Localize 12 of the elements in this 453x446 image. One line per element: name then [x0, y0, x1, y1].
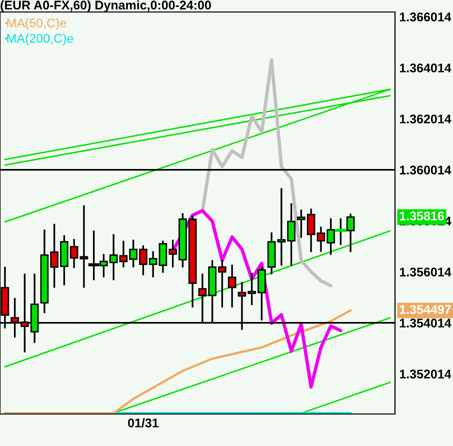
y-tick-label: 1.352014: [400, 370, 452, 379]
legend-label: MA(50,C)e: [7, 18, 66, 30]
y-tick-label: 1.364014: [400, 64, 452, 72]
y-tick-label: 1.362014: [400, 114, 452, 124]
x-tick-label: 01/31: [128, 418, 158, 428]
chart-title: (EUR A0-FX,60) Dynamic,0:00-24:00: [0, 0, 211, 12]
y-tick-label: 1.360014: [400, 166, 452, 174]
y-tick-label: 1.366014: [400, 12, 452, 22]
y-tick-label: 1.356014: [400, 268, 452, 276]
legend-label: MA(200,C)e: [7, 34, 74, 46]
text: 1.354497: [400, 305, 451, 314]
y-tick-label: 1.354014: [400, 318, 452, 328]
